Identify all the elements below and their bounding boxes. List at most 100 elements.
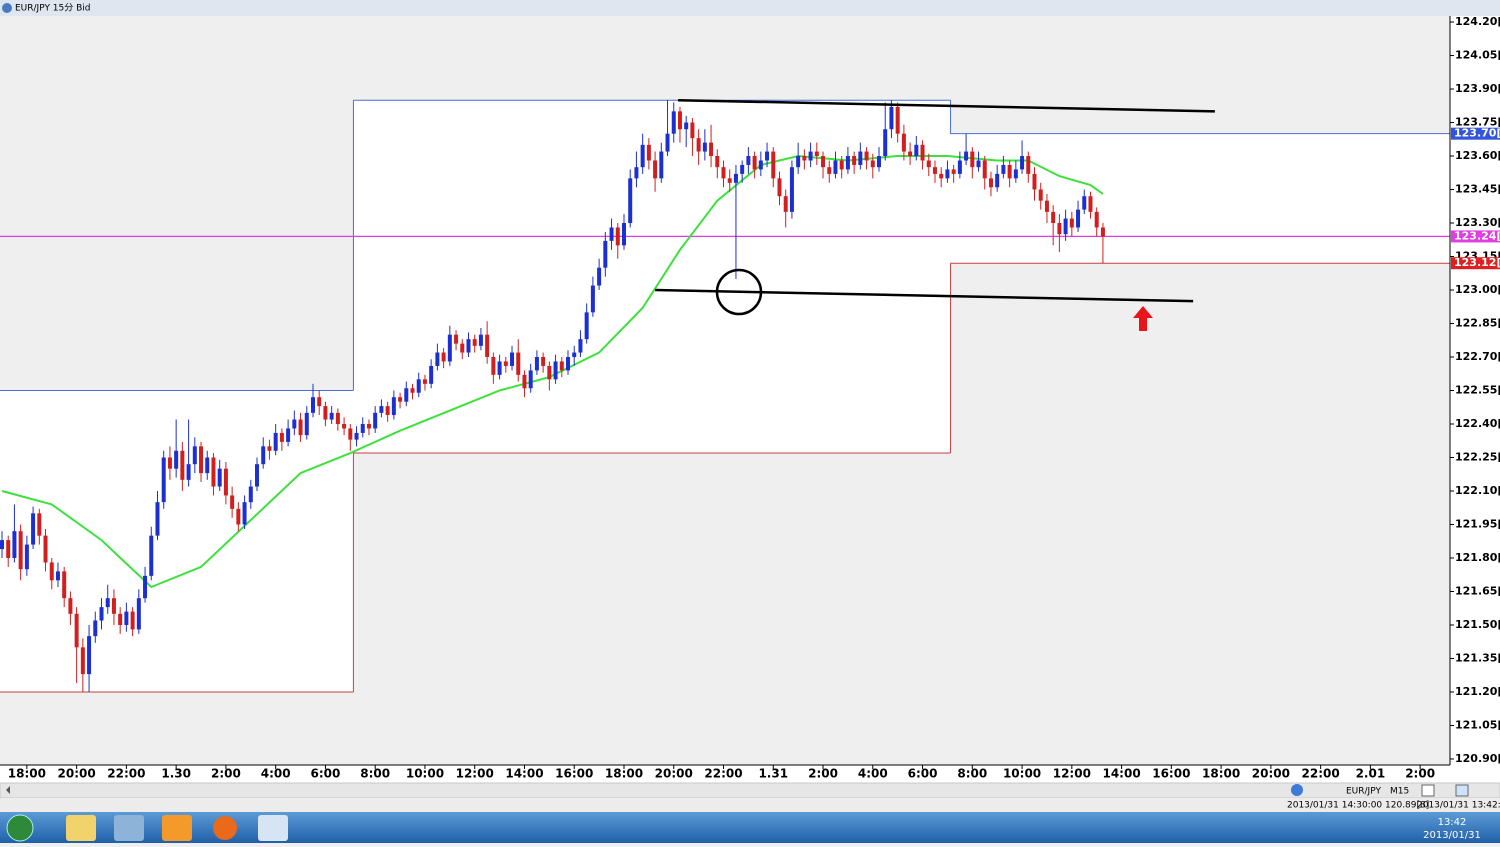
candle-body — [957, 160, 962, 174]
candle-body — [1001, 164, 1006, 174]
candle-body — [485, 334, 490, 358]
candle-body — [1057, 223, 1062, 235]
candle-body — [466, 339, 471, 353]
candle-body — [609, 227, 614, 241]
taskbar-app[interactable] — [213, 816, 237, 840]
candle-body — [491, 357, 496, 375]
toolbar-globe[interactable] — [1291, 784, 1303, 796]
toolbar-symbol[interactable]: EUR/JPY — [1346, 787, 1381, 797]
candle-body — [136, 598, 141, 630]
candle-body — [441, 352, 446, 362]
clock-date[interactable]: 2013/01/31 — [1423, 830, 1481, 841]
candle-body — [758, 160, 763, 170]
time-axis-labels: 18:00 20:00 22:00 1.30 2:00 4:00 6:00 8:00 10:00… — [8, 765, 1435, 781]
title-bar — [0, 0, 1500, 16]
candle-body — [1088, 196, 1093, 212]
candle-body — [49, 562, 54, 581]
candle-body — [416, 379, 421, 393]
candle-body — [783, 196, 788, 212]
x-tick-label: 1.31 — [758, 767, 788, 781]
candle-body — [435, 352, 440, 366]
candle-body — [354, 432, 359, 440]
candle-body — [510, 352, 515, 366]
candle-body — [211, 457, 216, 487]
candle-body — [248, 486, 253, 503]
candle-body — [373, 412, 378, 429]
candle-body — [68, 598, 73, 614]
start-button[interactable] — [6, 814, 34, 842]
candle-body — [858, 151, 863, 165]
candle-body — [516, 352, 521, 375]
candle-body — [317, 397, 322, 407]
candle-body — [118, 613, 123, 625]
price-tag-label: 123.12[6 — [1454, 256, 1500, 269]
taskbar-app[interactable] — [162, 815, 192, 841]
toolbar-button[interactable] — [1455, 784, 1469, 797]
y-tick-label: 123.90[0 — [1455, 82, 1500, 95]
x-tick-label: 4:00 — [261, 767, 291, 781]
y-tick-label: 124.05[0 — [1455, 49, 1500, 62]
x-tick-label: 2:00 — [808, 767, 838, 781]
y-tick-label: 120.90[0 — [1455, 752, 1500, 765]
candle-body — [454, 334, 459, 344]
candle-body — [497, 361, 502, 375]
candle-body — [167, 457, 172, 469]
candle-body — [18, 531, 23, 570]
candle-body — [6, 540, 11, 558]
candle-body — [1051, 211, 1056, 224]
candle-body — [149, 535, 154, 576]
x-tick-label: 20:00 — [655, 767, 693, 781]
taskbar-app[interactable] — [66, 815, 96, 841]
candle-body — [534, 357, 539, 371]
candle-body — [360, 423, 365, 433]
candle-body — [217, 468, 222, 487]
candle-body — [80, 647, 85, 675]
taskbar — [0, 812, 1500, 843]
candle-body — [777, 178, 782, 197]
candle-body — [261, 446, 266, 465]
candle-body — [1013, 169, 1018, 179]
toolbar-timeframe[interactable]: M15 — [1390, 787, 1409, 797]
clock-time[interactable]: 13:42 — [1438, 817, 1467, 828]
x-tick-label: 22:00 — [704, 767, 742, 781]
candle-body — [821, 156, 826, 168]
candle-body — [1032, 173, 1037, 190]
y-tick-label: 121.65[0 — [1455, 584, 1500, 597]
candle-body — [43, 535, 48, 563]
day-range — [353, 100, 951, 454]
candle-body — [1063, 218, 1068, 235]
candle-body — [279, 432, 284, 442]
time-axis — [0, 765, 1500, 783]
candle-body — [379, 406, 384, 413]
toolbar-button[interactable] — [1421, 784, 1435, 797]
scrollbar[interactable] — [0, 782, 1500, 799]
candle-body — [1020, 156, 1025, 170]
candle-body — [323, 406, 328, 420]
up-arrow — [1133, 306, 1153, 331]
taskbar-app[interactable] — [114, 815, 144, 841]
candle-body — [460, 343, 465, 353]
status-right: 2013/01/31 13:42:22 — [1417, 801, 1500, 811]
candle-body — [833, 160, 838, 174]
candle-body — [447, 334, 452, 362]
candle-body — [988, 178, 993, 188]
y-tick-label: 122.25[0 — [1455, 450, 1500, 463]
y-tick-label: 122.40[0 — [1455, 417, 1500, 430]
trend-line — [655, 288, 1194, 303]
candle-body — [410, 388, 415, 393]
candle-body — [671, 111, 676, 134]
candle-body — [1026, 156, 1031, 174]
candle-body — [99, 607, 104, 621]
candle-body — [1038, 189, 1043, 201]
candle-body — [31, 513, 36, 545]
status-left: 2013/01/31 14:30:00 120.89[8] — [1287, 801, 1429, 811]
day-range — [0, 390, 354, 692]
x-tick-label: 22:00 — [1302, 767, 1340, 781]
price-tag — [1451, 230, 1500, 243]
y-tick-label: 121.20[0 — [1455, 685, 1500, 698]
candle-body — [603, 240, 608, 268]
candle-body — [174, 450, 179, 469]
x-tick-label: 8:00 — [957, 767, 987, 781]
taskbar-app[interactable] — [258, 815, 288, 841]
scroll-left[interactable] — [6, 786, 10, 794]
